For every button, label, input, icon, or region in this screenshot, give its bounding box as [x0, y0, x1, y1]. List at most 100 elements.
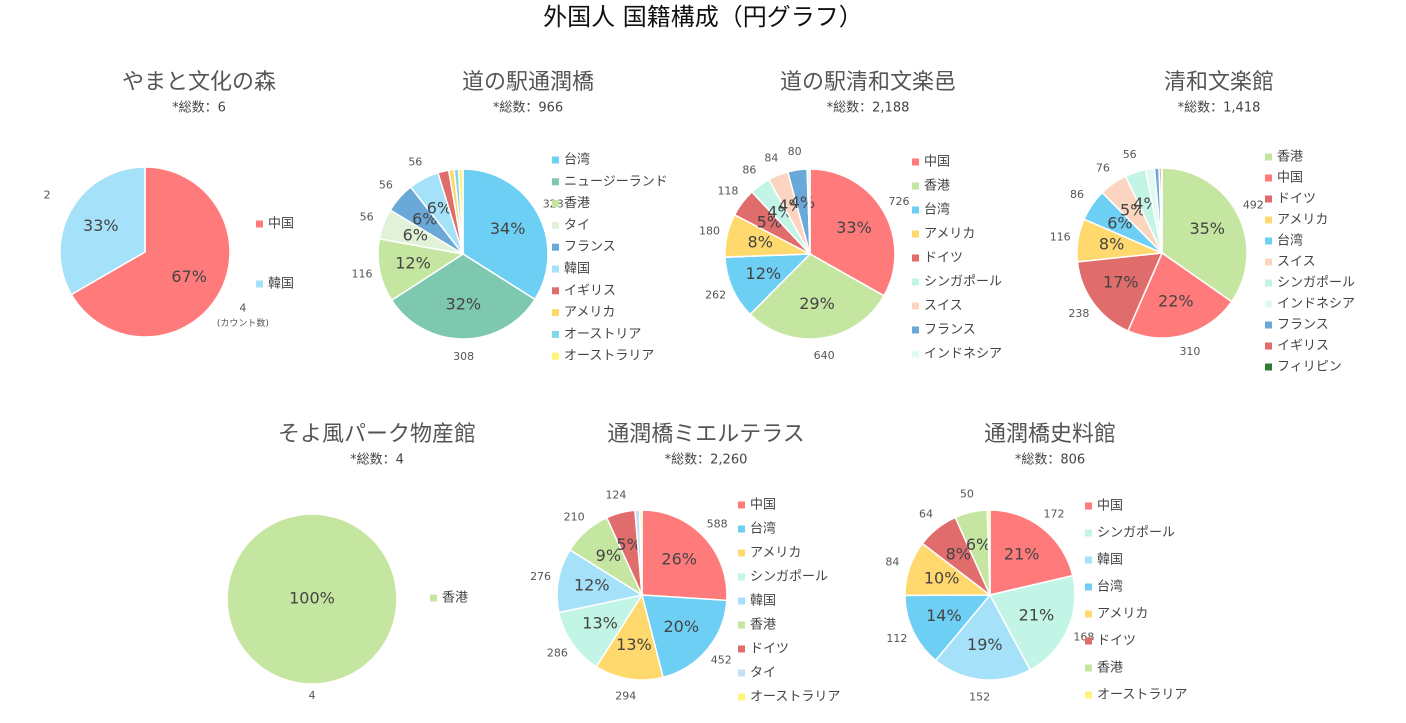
- percent-label: 4%: [790, 193, 815, 212]
- count-label: 492: [1243, 198, 1264, 211]
- legend-label: 韓国: [268, 277, 294, 292]
- count-label: 310: [1179, 345, 1200, 358]
- percent-label: 34%: [490, 219, 526, 238]
- count-label: 452: [711, 654, 732, 667]
- percent-label: 20%: [663, 617, 699, 636]
- percent-label: 8%: [748, 232, 773, 251]
- count-label: 286: [547, 647, 568, 660]
- legend-swatch: [912, 326, 919, 334]
- legend-label: ドイツ: [924, 251, 963, 266]
- legend-swatch: [1085, 529, 1092, 537]
- chart-subtitle: *総数：966: [493, 101, 563, 116]
- percent-label: 13%: [582, 614, 618, 633]
- count-label: 152: [969, 690, 990, 703]
- legend-swatch: [1085, 502, 1092, 510]
- percent-label: 12%: [574, 576, 610, 595]
- legend-label: スイス: [924, 299, 963, 314]
- count-label: 50: [960, 488, 974, 501]
- pie-slice: [904, 594, 992, 662]
- legend-swatch: [1265, 153, 1272, 161]
- percent-label: 26%: [661, 550, 697, 569]
- percent-label: 100%: [289, 589, 335, 608]
- legend-label: オーストラリア: [1097, 688, 1187, 703]
- count-label: 84: [764, 152, 778, 165]
- count-label: 238: [1068, 307, 1089, 320]
- count-label: 4: [239, 302, 246, 315]
- legend-label: フランス: [564, 240, 616, 255]
- pie-slice: [70, 166, 231, 338]
- count-label: 210: [564, 511, 585, 524]
- legend-swatch: [738, 645, 745, 653]
- percent-label: 9%: [596, 546, 621, 565]
- legend-label: 香港: [924, 179, 950, 194]
- legend-swatch: [912, 278, 919, 286]
- chart-subtitle: *総数：1,418: [1178, 101, 1261, 116]
- legend-label: ドイツ: [1277, 192, 1316, 207]
- count-label: 640: [814, 349, 835, 362]
- legend-label: アメリカ: [924, 227, 975, 242]
- legend-swatch: [552, 156, 559, 164]
- legend-label: タイ: [564, 218, 590, 233]
- legend-label: シンガポール: [924, 275, 1002, 290]
- legend-label: タイ: [750, 666, 776, 681]
- count-label: 2: [44, 189, 51, 202]
- legend-swatch: [738, 597, 745, 605]
- count-label: 56: [1123, 148, 1137, 161]
- legend-label: イギリス: [564, 283, 616, 298]
- chart-title: 道の駅清和文楽邑: [780, 70, 956, 95]
- percent-label: 6%: [427, 198, 452, 217]
- chart-title: 道の駅通潤橋: [462, 70, 594, 95]
- pie-slice: [988, 574, 1076, 671]
- pie-slice: [377, 238, 465, 302]
- pie-slice: [390, 253, 536, 340]
- percent-label: 12%: [395, 254, 431, 273]
- count-label: 76: [1096, 162, 1110, 175]
- count-label: 86: [1070, 188, 1084, 201]
- count-label: 112: [886, 632, 907, 645]
- legend-label: 台湾: [924, 202, 950, 218]
- legend-label: オーストラリア: [564, 349, 654, 364]
- legend-label: 香港: [564, 196, 590, 211]
- pie-slice: [1076, 252, 1164, 332]
- legend-label: フィリピン: [1277, 360, 1342, 375]
- legend-swatch: [552, 221, 559, 229]
- count-label: 294: [615, 690, 636, 703]
- percent-label: 14%: [926, 606, 962, 625]
- legend-swatch: [552, 265, 559, 273]
- legend-swatch: [1265, 216, 1272, 224]
- legend-label: フランス: [1277, 318, 1329, 333]
- count-label: 86: [742, 164, 756, 177]
- legend-swatch: [912, 302, 919, 310]
- legend-label: アメリカ: [564, 305, 615, 320]
- percent-label: 8%: [1099, 235, 1124, 254]
- count-label: 726: [888, 195, 909, 208]
- pie-slice: [638, 509, 643, 596]
- pie-slice: [1160, 167, 1163, 254]
- legend-label: 韓国: [750, 594, 776, 609]
- legend-label: 香港: [442, 591, 468, 606]
- legend-swatch: [1265, 258, 1272, 266]
- chart-title: そよ風パーク物産館: [278, 422, 476, 447]
- pie-slice: [556, 548, 644, 614]
- legend-swatch: [552, 309, 559, 317]
- legend-label: 台湾: [750, 521, 776, 537]
- percent-label: 33%: [83, 216, 119, 235]
- chart-title: 清和文楽館: [1164, 70, 1274, 95]
- percent-label: 10%: [924, 568, 960, 587]
- legend-swatch: [738, 501, 745, 509]
- percent-label: 22%: [1158, 292, 1194, 311]
- legend-label: 香港: [1097, 661, 1123, 676]
- pie-slice: [749, 253, 886, 340]
- legend-label: シンガポール: [1097, 526, 1175, 541]
- legend-swatch: [1085, 691, 1092, 699]
- legend-swatch: [738, 549, 745, 557]
- legend-swatch: [738, 669, 745, 677]
- legend-label: ニュージーランド: [564, 174, 668, 189]
- legend-swatch: [1085, 583, 1092, 591]
- pie-slice: [641, 509, 728, 602]
- legend-swatch: [552, 243, 559, 251]
- pie-slice: [986, 509, 991, 596]
- legend-swatch: [1085, 664, 1092, 672]
- count-label: 118: [717, 185, 738, 198]
- pie-slice: [809, 168, 896, 297]
